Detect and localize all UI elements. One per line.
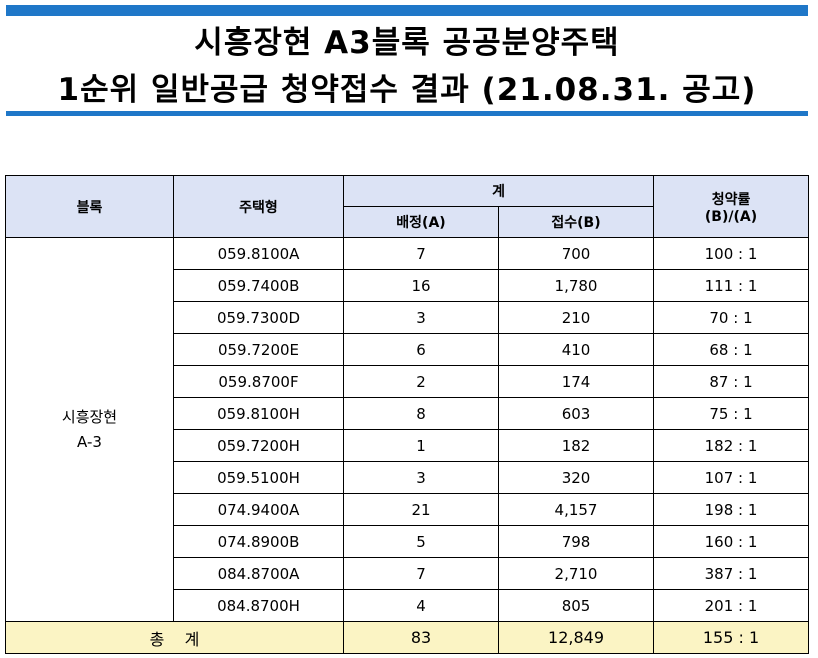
cell-received: 700 — [497, 237, 655, 270]
cell-housing-type: 074.9400A — [173, 493, 344, 526]
total-allocated: 83 — [343, 621, 499, 654]
title-line-1: 시흥장현 A3블록 공공분양주택 — [194, 25, 620, 61]
table-row: 059.7400B 16 1,780 111 : 1 — [6, 269, 810, 302]
cell-allocated: 7 — [343, 237, 499, 270]
header-housing-type: 주택형 — [173, 175, 344, 238]
cell-housing-type: 059.8100H — [173, 397, 344, 430]
cell-rate: 68 : 1 — [653, 333, 810, 366]
table-row: 시흥장현 A-3 059.8100A 7 700 100 : 1 — [5, 237, 810, 622]
header-rate-line1: 청약률 — [711, 191, 751, 208]
cell-housing-type: 084.8700A — [173, 557, 344, 590]
table-row: 059.7200E 6 410 68 : 1 — [6, 333, 810, 366]
header-rate-line2: (B)/(A) — [704, 208, 758, 225]
table-row: 059.7300D 3 210 70 : 1 — [6, 301, 810, 334]
header-block: 블록 — [5, 175, 174, 238]
cell-rate: 201 : 1 — [653, 589, 810, 622]
results-table: 블록 주택형 계 청약률 (B)/(A) 배정(A) 접수(B) 시흥장현 A-… — [5, 175, 810, 654]
cell-received: 1,780 — [497, 269, 655, 302]
cell-allocated: 4 — [343, 589, 499, 622]
cell-allocated: 16 — [343, 269, 499, 302]
cell-housing-type: 084.8700H — [173, 589, 344, 622]
cell-received: 182 — [497, 429, 655, 462]
cell-housing-type: 059.7200H — [173, 429, 344, 462]
cell-housing-type: 059.7300D — [173, 301, 344, 334]
cell-received: 2,710 — [497, 557, 655, 590]
cell-allocated: 7 — [343, 557, 499, 590]
cell-allocated: 6 — [343, 333, 499, 366]
total-received: 12,849 — [497, 621, 655, 654]
cell-housing-type: 059.7200E — [173, 333, 344, 366]
cell-housing-type: 059.7400B — [173, 269, 344, 302]
cell-allocated: 21 — [343, 493, 499, 526]
header-received: 접수(B) — [497, 206, 655, 238]
cell-allocated: 5 — [343, 525, 499, 558]
cell-received: 410 — [497, 333, 655, 366]
block-name-cell: 시흥장현 A-3 — [5, 237, 174, 622]
title-bottom-bar — [6, 111, 808, 116]
header-total-group: 계 — [342, 175, 655, 207]
cell-rate: 198 : 1 — [653, 493, 810, 526]
cell-received: 798 — [497, 525, 655, 558]
cell-rate: 87 : 1 — [653, 365, 810, 398]
cell-received: 320 — [497, 461, 655, 494]
cell-housing-type: 059.8100A — [173, 237, 344, 270]
cell-rate: 75 : 1 — [653, 397, 810, 430]
cell-received: 603 — [497, 397, 655, 430]
total-row: 총 계 83 12,849 155 : 1 — [5, 621, 810, 654]
cell-allocated: 3 — [343, 461, 499, 494]
header-allocated: 배정(A) — [343, 206, 499, 238]
cell-rate: 111 : 1 — [653, 269, 810, 302]
block-name-line2: A-3 — [77, 432, 102, 451]
cell-rate: 182 : 1 — [653, 429, 810, 462]
header-rate: 청약률 (B)/(A) — [653, 175, 810, 238]
total-rate: 155 : 1 — [653, 621, 810, 654]
cell-received: 210 — [497, 301, 655, 334]
cell-housing-type: 059.8700F — [173, 365, 344, 398]
cell-received: 4,157 — [497, 493, 655, 526]
cell-allocated: 8 — [343, 397, 499, 430]
cell-allocated: 1 — [343, 429, 499, 462]
table-row: 059.8100H 8 603 75 : 1 — [6, 397, 810, 430]
cell-rate: 107 : 1 — [653, 461, 810, 494]
cell-received: 805 — [497, 589, 655, 622]
block-name-line1: 시흥장현 — [61, 407, 118, 426]
table-row: 059.5100H 3 320 107 : 1 — [6, 461, 810, 494]
cell-received: 174 — [497, 365, 655, 398]
title-top-bar — [6, 5, 808, 16]
cell-allocated: 2 — [343, 365, 499, 398]
cell-rate: 100 : 1 — [653, 237, 810, 270]
cell-rate: 387 : 1 — [653, 557, 810, 590]
cell-housing-type: 059.5100H — [173, 461, 344, 494]
total-label: 총 계 — [5, 621, 344, 654]
table-body: 시흥장현 A-3 059.8100A 7 700 100 : 1 059.740… — [5, 237, 810, 654]
cell-housing-type: 074.8900B — [173, 525, 344, 558]
title-line-2: 1순위 일반공급 청약접수 결과 (21.08.31. 공고) — [57, 72, 757, 108]
cell-rate: 160 : 1 — [653, 525, 810, 558]
cell-rate: 70 : 1 — [653, 301, 810, 334]
table-row: 074.9400A 21 4,157 198 : 1 — [6, 493, 810, 526]
cell-allocated: 3 — [343, 301, 499, 334]
table-row: 074.8900B 5 798 160 : 1 — [6, 525, 810, 558]
title-block: 시흥장현 A3블록 공공분양주택 1순위 일반공급 청약접수 결과 (21.08… — [6, 5, 808, 116]
table-row: 059.7200H 1 182 182 : 1 — [6, 429, 810, 462]
